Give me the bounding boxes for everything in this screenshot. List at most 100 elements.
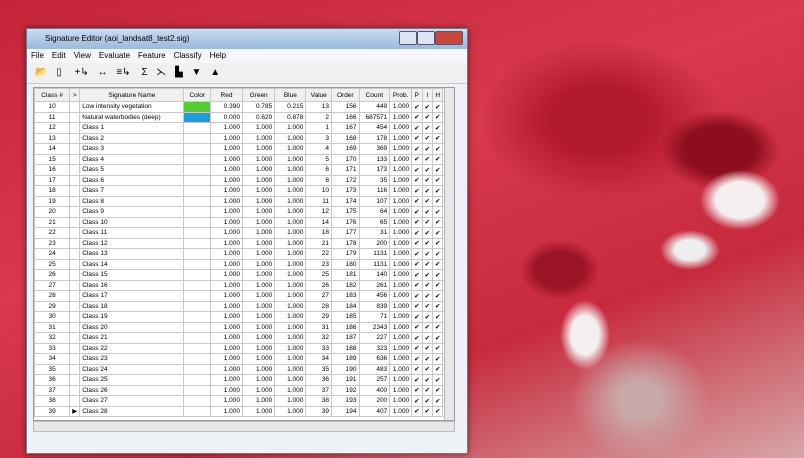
column-header[interactable]: Green	[243, 89, 275, 102]
menu-item[interactable]: Feature	[138, 51, 166, 60]
column-header[interactable]: Blue	[275, 89, 306, 102]
cell: Class 22	[80, 343, 184, 354]
cell: 25	[306, 270, 332, 281]
cell: 15	[35, 154, 70, 165]
cell: 1.000	[275, 312, 306, 323]
tool-replace[interactable]: ↔	[98, 67, 108, 78]
cell: 24	[35, 249, 70, 260]
cell: 1.000	[210, 196, 242, 207]
menu-item[interactable]: Help	[210, 51, 226, 60]
menu-item[interactable]: Classify	[174, 51, 202, 60]
tool-down[interactable]: ▼	[192, 67, 202, 78]
close-button[interactable]	[435, 31, 463, 45]
column-header[interactable]: Signature Name	[80, 89, 184, 102]
column-header[interactable]: P	[412, 89, 422, 102]
cell: 1.000	[210, 343, 242, 354]
cell: ✔	[422, 102, 432, 113]
cell: ✔	[412, 333, 422, 344]
cell: ✔	[433, 102, 443, 113]
color-swatch	[184, 228, 210, 239]
cell: 1.000	[390, 354, 412, 365]
cell: 18	[306, 228, 332, 239]
cell: 0.215	[275, 102, 306, 113]
cell: 1.000	[210, 144, 242, 155]
cell: Class 15	[80, 270, 184, 281]
cell: ✔	[433, 217, 443, 228]
cell: ✔	[422, 144, 432, 155]
cell: 172	[332, 175, 360, 186]
column-header[interactable]: Color	[184, 89, 210, 102]
menu-item[interactable]: File	[31, 51, 44, 60]
column-header[interactable]: I	[422, 89, 432, 102]
menu-item[interactable]: Evaluate	[99, 51, 130, 60]
cell: 0.785	[243, 102, 275, 113]
tool-merge[interactable]: ≡↳	[116, 67, 130, 78]
column-header[interactable]: Prob.	[390, 89, 412, 102]
color-swatch	[184, 165, 210, 176]
column-header[interactable]: Class #	[35, 89, 70, 102]
cell: 200	[359, 238, 390, 249]
cell: ✔	[422, 291, 432, 302]
cell	[70, 291, 80, 302]
column-header[interactable]: Order	[332, 89, 360, 102]
cell: 185	[332, 312, 360, 323]
tool-new[interactable]: ▯	[56, 67, 62, 78]
column-header[interactable]: Value	[306, 89, 332, 102]
cell: ✔	[433, 123, 443, 134]
tool-hist[interactable]: ▙	[175, 67, 183, 78]
column-header[interactable]: Red	[210, 89, 242, 102]
tool-add[interactable]: +↳	[75, 67, 89, 78]
tool-up[interactable]: ▲	[210, 67, 220, 78]
cell: 227	[359, 333, 390, 344]
menu-item[interactable]: View	[74, 51, 91, 60]
vertical-scrollbar[interactable]	[444, 88, 454, 420]
cell: ✔	[433, 144, 443, 155]
column-header[interactable]: >	[70, 89, 80, 102]
cell: 1.000	[390, 301, 412, 312]
tool-open[interactable]: 📂	[35, 67, 47, 78]
color-swatch	[184, 175, 210, 186]
minimize-button[interactable]	[399, 31, 417, 45]
cell: 36	[35, 375, 70, 386]
maximize-button[interactable]	[417, 31, 435, 45]
tool-stats[interactable]: Σ	[141, 67, 147, 78]
cell: ✔	[412, 280, 422, 291]
cell: ✔	[422, 123, 432, 134]
column-header[interactable]: H	[433, 89, 443, 102]
cell: Class 19	[80, 312, 184, 323]
tool-mean[interactable]: ⋋	[156, 67, 166, 78]
horizontal-scrollbar[interactable]	[33, 421, 455, 432]
menu-item[interactable]: Edit	[52, 51, 66, 60]
column-header[interactable]: Count	[359, 89, 390, 102]
